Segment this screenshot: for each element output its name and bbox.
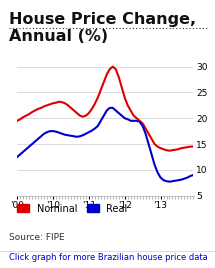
Legend: Nominal, Real: Nominal, Real bbox=[14, 200, 132, 218]
Text: Source: FIPE: Source: FIPE bbox=[9, 233, 64, 242]
Text: House Price Change, Annual (%): House Price Change, Annual (%) bbox=[9, 12, 196, 44]
Text: Click graph for more Brazilian house price data: Click graph for more Brazilian house pri… bbox=[9, 253, 207, 262]
